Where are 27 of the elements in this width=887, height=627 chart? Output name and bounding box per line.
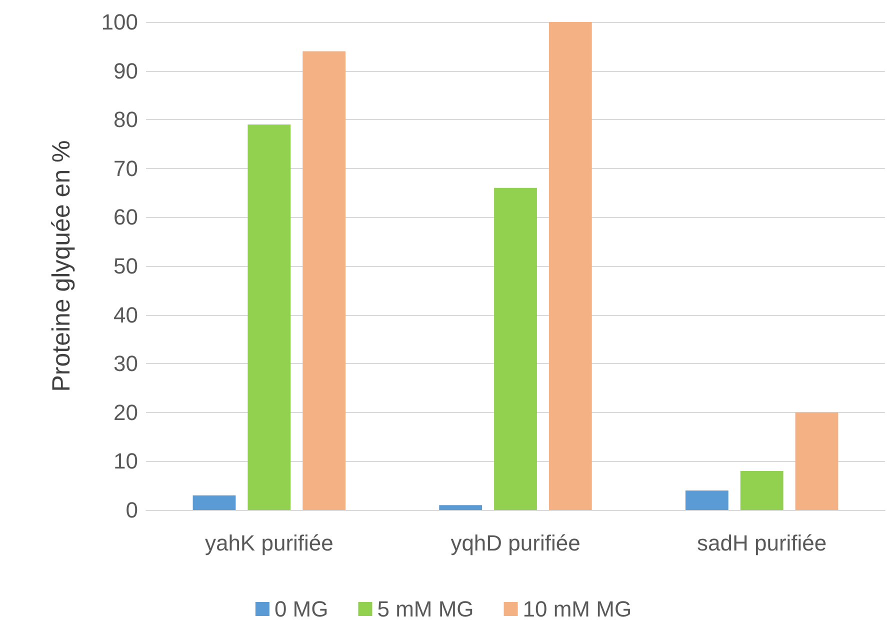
x-tick-label: yahK purifiée <box>204 530 334 556</box>
bar <box>685 490 728 510</box>
bar <box>248 124 291 510</box>
y-tick-label: 70 <box>114 156 138 181</box>
bar <box>302 51 346 510</box>
bar <box>795 412 838 510</box>
bar <box>192 495 236 510</box>
y-tick-label: 90 <box>114 58 138 84</box>
y-tick-label: 40 <box>114 302 138 328</box>
bar <box>548 22 592 510</box>
y-tick-label: 100 <box>101 10 138 34</box>
legend-label: 0 MG <box>274 596 328 622</box>
y-tick-label: 60 <box>114 204 138 230</box>
y-axis-title: Proteine glyquée en % <box>48 140 76 392</box>
y-tick-label: 0 <box>126 498 138 522</box>
legend-label: 5 mM MG <box>377 596 474 622</box>
bar <box>494 188 537 510</box>
bar <box>439 505 482 510</box>
x-tick-label: sadH purifiée <box>697 530 827 556</box>
y-tick-label: 30 <box>114 351 138 376</box>
y-tick-label: 80 <box>114 107 138 132</box>
legend-label: 10 mM MG <box>522 596 632 622</box>
y-tick-label: 20 <box>114 400 138 425</box>
y-tick-label: 50 <box>114 254 138 278</box>
bar <box>740 470 784 510</box>
y-tick-label: 10 <box>114 448 138 474</box>
x-tick-label: yqhD purifiée <box>450 530 580 556</box>
